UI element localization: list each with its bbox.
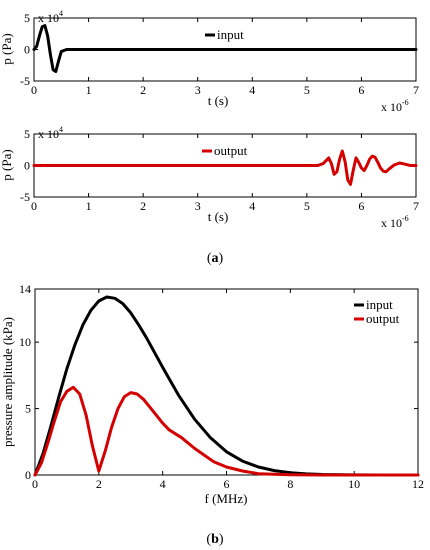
x-tick-label: 5 — [304, 83, 310, 97]
x-tick-label: 5 — [304, 199, 310, 213]
panel-input-y-exponent: x 104 — [38, 9, 63, 25]
x-tick-label: 6 — [358, 83, 364, 97]
y-tick-label: -5 — [20, 190, 30, 204]
x-tick-label: 6 — [224, 477, 230, 491]
y-tick-label: 10 — [19, 335, 31, 349]
series-line-input — [33, 295, 420, 477]
x-tick-label: 4 — [160, 477, 166, 491]
panel-spectrum-xlabel: f (MHz) — [205, 491, 248, 506]
panel-spectrum-ylabel: pressure amplitude (kPa) — [0, 317, 15, 447]
panel-input-legend: input — [205, 27, 244, 42]
panel-input-ticks — [33, 17, 417, 82]
x-tick-label: 12 — [412, 477, 424, 491]
x-tick-label: 1 — [86, 83, 92, 97]
series-line-output — [33, 385, 420, 477]
panel-input-xlabel: t (s) — [208, 93, 229, 108]
legend-label-spectrum-input: input — [366, 297, 393, 312]
panel-spectrum-xtick-labels: 0 2 4 6 8 10 12 — [32, 477, 424, 491]
panel-output-ytick-labels: -5 0 5 — [20, 127, 30, 204]
panel-input-xtick-labels: 0 1 2 3 4 5 6 7 — [31, 83, 419, 97]
panel-output-legend: output — [202, 143, 248, 158]
x-tick-label: 2 — [140, 83, 146, 97]
caption-b: (b) — [206, 532, 223, 547]
legend-label-output: output — [214, 143, 248, 158]
x-tick-label: 3 — [195, 83, 201, 97]
panel-output-series — [32, 149, 418, 186]
panel-input-x-exponent: x 10-6 — [381, 98, 409, 114]
x-tick-label: 2 — [96, 477, 102, 491]
x-tick-label: 4 — [249, 83, 255, 97]
panel-input-series — [32, 24, 418, 73]
x-tick-label: 7 — [413, 83, 419, 97]
panel-input-ylabel: p (Pa) — [0, 33, 14, 64]
series-line-output — [32, 149, 418, 186]
panel-output-y-exponent: x 104 — [38, 125, 63, 141]
x-tick-label: 8 — [287, 477, 293, 491]
panel-input-ytick-labels: -5 0 5 — [20, 11, 30, 88]
x-tick-label: 4 — [249, 199, 255, 213]
x-tick-label: 3 — [195, 199, 201, 213]
x-tick-label: 6 — [358, 199, 364, 213]
panel-spectrum-legend: input output — [354, 297, 400, 326]
y-tick-label: 0 — [25, 468, 31, 482]
x-tick-label: 2 — [140, 199, 146, 213]
y-tick-label: 5 — [25, 402, 31, 416]
caption-a: (a) — [207, 251, 224, 266]
panel-spectrum: 0 2 4 6 8 10 12 0 5 10 14 pressure amplitude (kPa… — [0, 282, 424, 506]
legend-label-input: input — [217, 27, 244, 42]
y-tick-label: 0 — [24, 159, 30, 173]
y-tick-label: 5 — [24, 11, 30, 25]
panel-output-x-exponent: x 10-6 — [381, 214, 409, 230]
x-tick-label: 0 — [31, 199, 37, 213]
x-tick-label: 1 — [86, 199, 92, 213]
panel-output-xtick-labels: 0 1 2 3 4 5 6 7 — [31, 199, 419, 213]
y-tick-label: 14 — [19, 282, 31, 296]
y-tick-label: 0 — [24, 43, 30, 57]
y-tick-label: -5 — [20, 74, 30, 88]
x-tick-label: 10 — [348, 477, 360, 491]
panel-spectrum-series — [33, 295, 420, 477]
x-tick-label: 7 — [413, 199, 419, 213]
x-tick-label: 0 — [31, 83, 37, 97]
panel-output-ylabel: p (Pa) — [0, 149, 14, 180]
y-tick-label: 5 — [24, 127, 30, 141]
panel-output-xlabel: t (s) — [208, 209, 229, 224]
panel-output-ticks — [33, 133, 417, 198]
panel-spectrum-ytick-labels: 0 5 10 14 — [19, 282, 31, 482]
x-tick-label: 0 — [32, 477, 38, 491]
series-line-input — [32, 24, 418, 73]
legend-label-spectrum-output: output — [366, 311, 400, 326]
